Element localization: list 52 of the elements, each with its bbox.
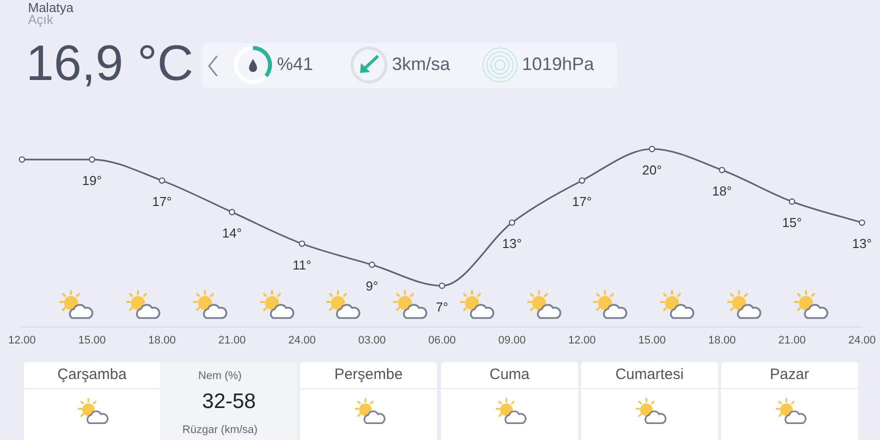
text: 3km/sa <box>392 54 452 75</box>
point <box>18 156 26 163</box>
x-tick-label: 15.00 <box>638 334 666 346</box>
text: Perşembe <box>333 366 404 383</box>
x-tick-label: 12.00 <box>8 334 36 346</box>
x-tick-label: 03.00 <box>358 334 386 346</box>
x-tick-label: 15.00 <box>78 334 106 346</box>
text: Cumartesi <box>614 366 685 383</box>
text: Cuma <box>488 366 530 383</box>
x-tick-label: 24.00 <box>288 334 316 346</box>
text: Rüzgar (km/sa) <box>181 424 259 436</box>
text: 16,9 °C <box>26 34 194 92</box>
data-label: 19° <box>82 173 102 188</box>
point <box>438 282 446 289</box>
point <box>508 219 516 226</box>
point <box>858 219 866 226</box>
data-label: 14° <box>222 226 242 241</box>
text: Nem (%) <box>197 370 243 382</box>
point <box>228 208 236 216</box>
x-tick-label: 09.00 <box>498 334 526 346</box>
point <box>158 177 166 184</box>
text: Çarşamba <box>56 366 128 383</box>
x-tick-label: 12.00 <box>568 334 596 346</box>
data-label: 13° <box>852 236 872 252</box>
text: 32-58 <box>201 390 257 414</box>
point <box>718 166 726 174</box>
data-label: 9° <box>366 278 378 294</box>
data-label: 17° <box>152 194 172 210</box>
data-label: 15° <box>782 215 802 230</box>
data-label: 20° <box>642 162 662 178</box>
point <box>578 177 586 184</box>
x-tick-label: 24.00 <box>848 334 876 346</box>
text: 1019hPa <box>522 54 596 75</box>
text: Açık <box>28 12 54 27</box>
point <box>368 262 376 268</box>
data-label: 7° <box>436 299 448 314</box>
x-tick-label: 06.00 <box>428 334 456 346</box>
data-label: 18° <box>712 184 732 199</box>
data-label: 17° <box>572 194 592 210</box>
x-tick-label: 21.00 <box>778 334 806 346</box>
x-tick-label: 18.00 <box>148 334 176 346</box>
point <box>648 146 656 152</box>
data-label: 11° <box>292 257 312 272</box>
data-label: 13° <box>502 236 522 252</box>
text: %41 <box>277 54 314 75</box>
x-tick-label: 21.00 <box>218 334 246 346</box>
point <box>298 240 306 247</box>
point <box>88 156 96 163</box>
point <box>788 198 796 205</box>
x-tick-label: 18.00 <box>708 334 736 346</box>
text: Pazar <box>768 366 810 383</box>
chart-title: Malatya <box>28 0 74 15</box>
